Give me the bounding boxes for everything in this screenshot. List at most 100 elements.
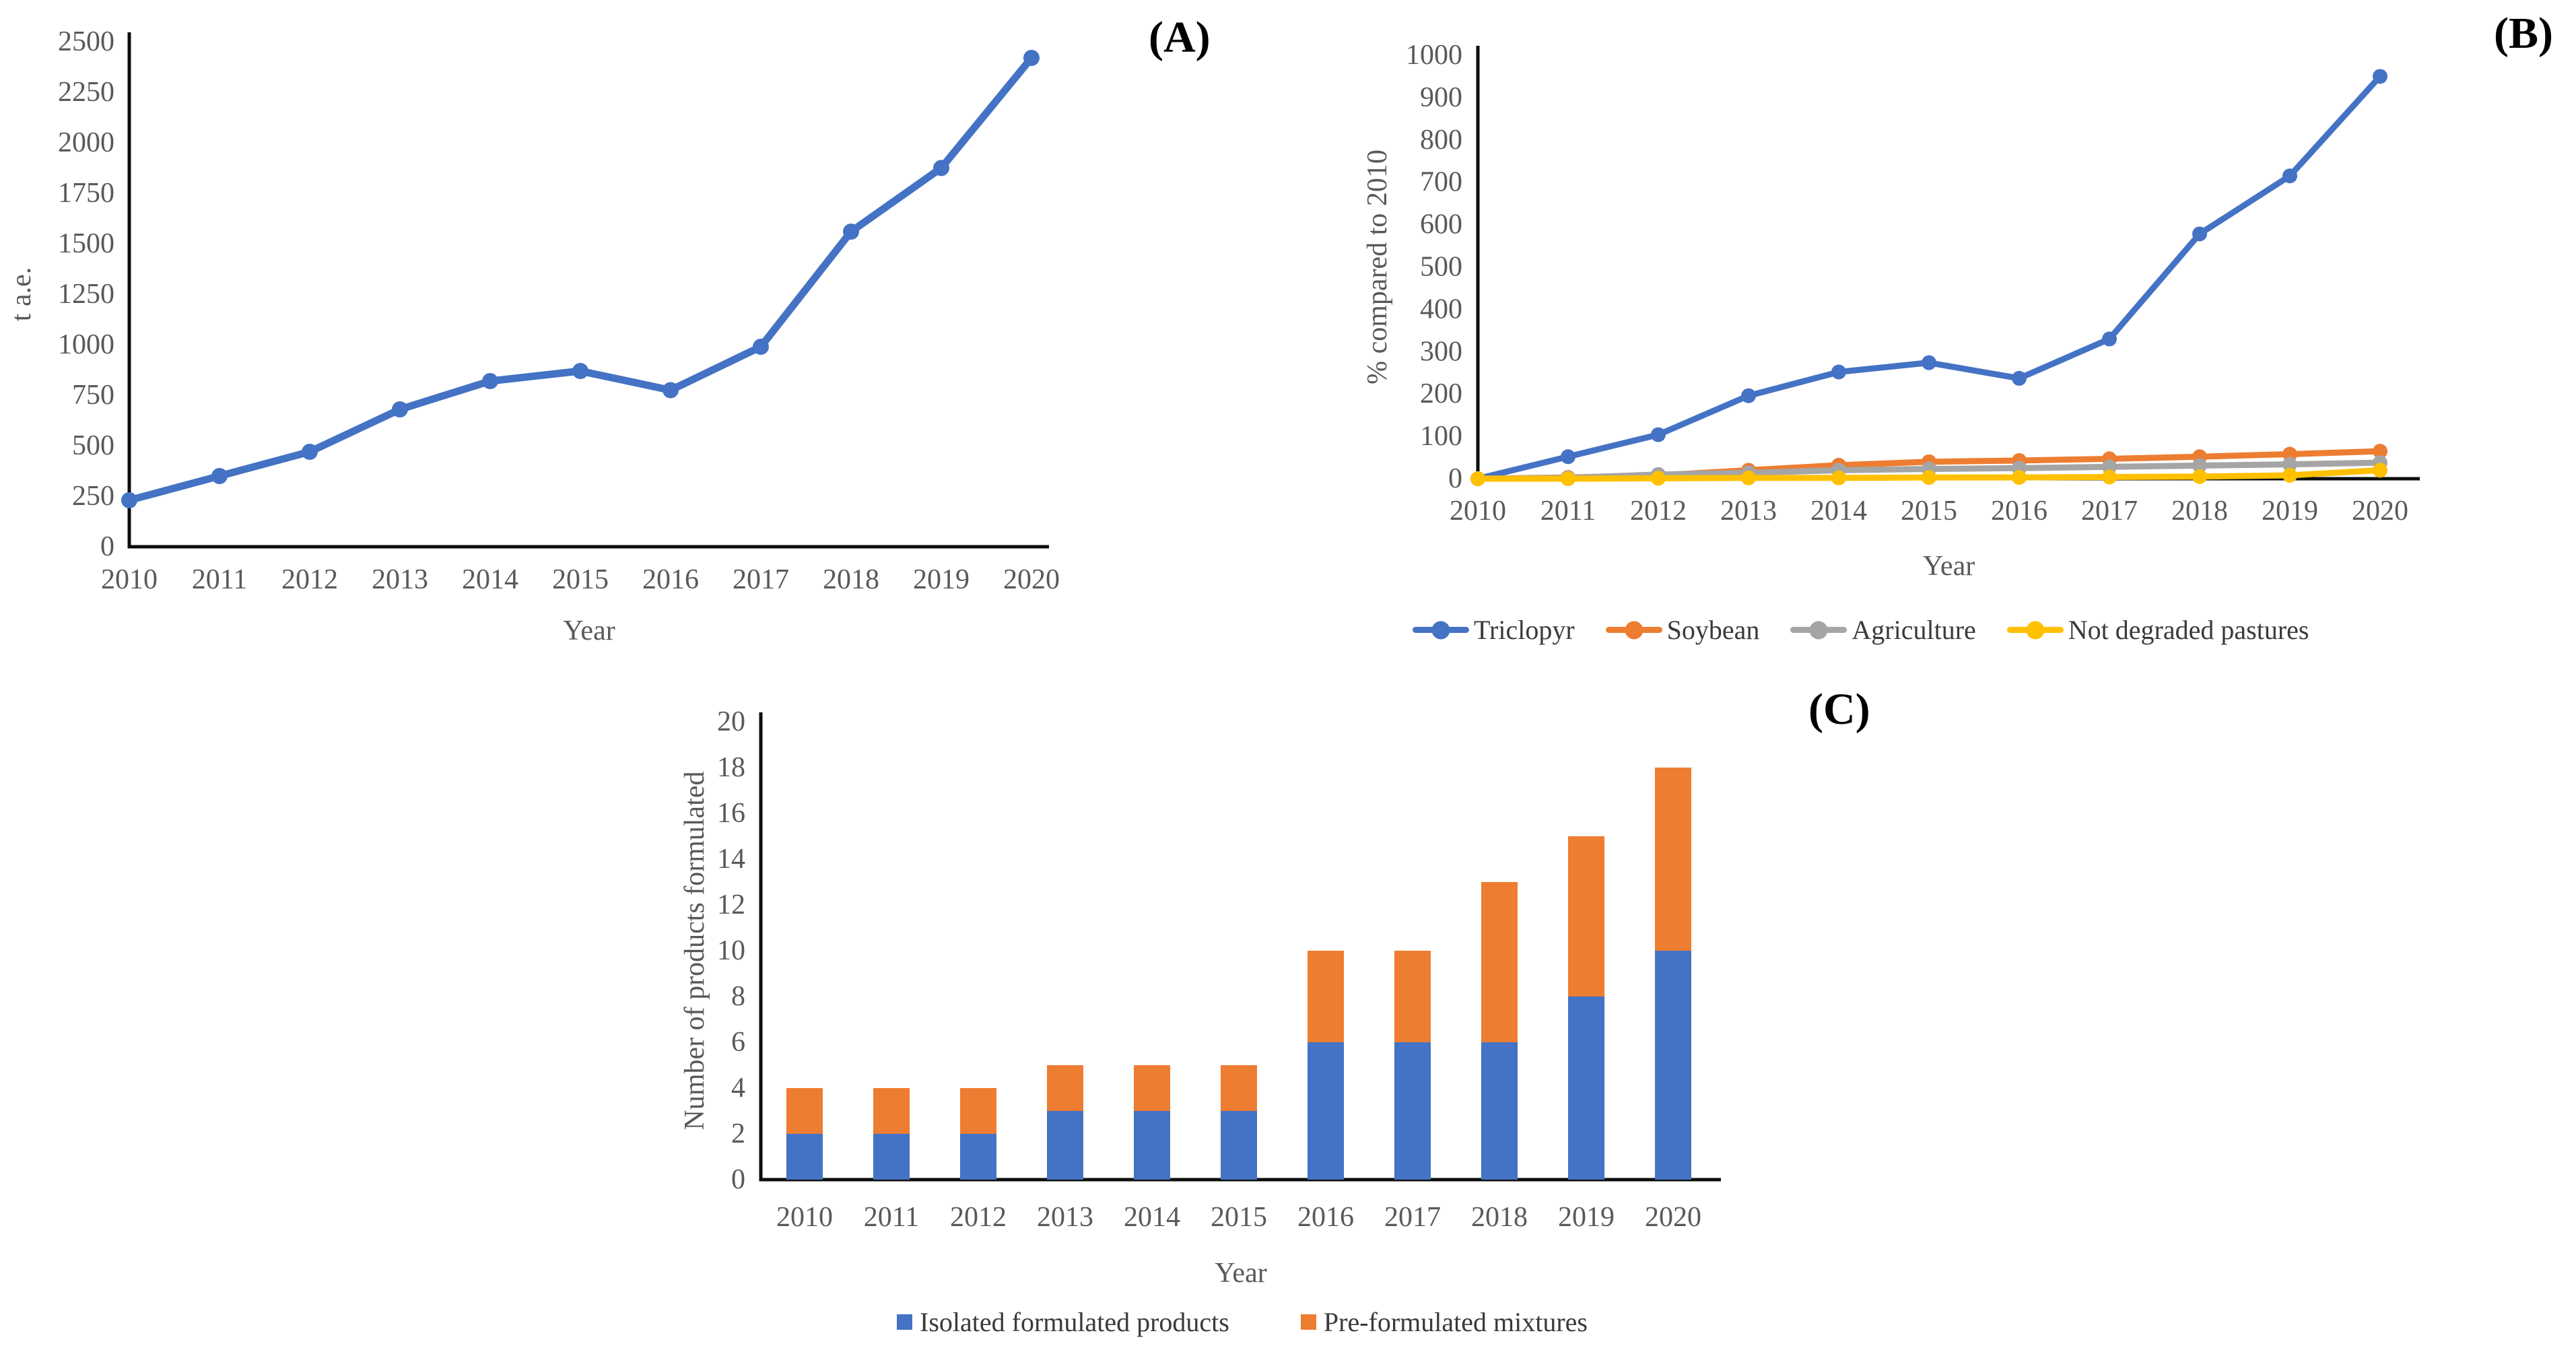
- x-tick-label: 2018: [823, 564, 879, 595]
- y-tick-label: 2250: [58, 77, 114, 108]
- legend-dot-icon: [1809, 621, 1828, 639]
- series-marker: [1561, 471, 1575, 486]
- panel-a: 0 250 500 750 1000 1250 1500 1750 2000 2250 2500 20…: [0, 0, 1212, 673]
- panel-b: 0 100 200 300 400 500 600 700 800 900 1000 2010 2011…: [1320, 0, 2479, 673]
- y-tick-label: 1250: [58, 279, 114, 310]
- y-tick-label: 500: [72, 430, 114, 461]
- series-marker: [2192, 469, 2207, 484]
- x-tick-label: 2016: [642, 564, 699, 595]
- y-tick-label: 18: [717, 752, 745, 783]
- legend-line-marker-icon: [1790, 621, 1848, 639]
- y-tick-label: 250: [72, 481, 114, 512]
- y-tick-label: 2500: [58, 26, 114, 57]
- legend-dot-icon: [1625, 621, 1643, 639]
- series-marker: [1922, 470, 1936, 485]
- x-tick-label: 2011: [1540, 496, 1596, 527]
- bar-segment-isolated-formulated-products: [786, 1134, 823, 1180]
- y-tick-label: 0: [1448, 463, 1462, 494]
- x-tick-label: 2020: [2352, 496, 2408, 527]
- x-tick-label: 2010: [1450, 496, 1506, 527]
- y-tick-label: 16: [717, 798, 745, 829]
- bar-segment-isolated-formulated-products: [1308, 1042, 1344, 1180]
- x-tick-label: 2012: [950, 1202, 1007, 1233]
- y-tick-label: 1500: [58, 228, 114, 259]
- bar-segment-isolated-formulated-products: [1047, 1111, 1083, 1180]
- series-marker: [1831, 364, 1846, 380]
- series-marker: [121, 492, 137, 508]
- legend-label: Isolated formulated products: [920, 1307, 1229, 1337]
- series-marker: [1741, 388, 1756, 403]
- series-marker: [2282, 168, 2297, 184]
- panel-c-label: (C): [1808, 685, 1870, 734]
- series-marker: [392, 401, 408, 417]
- panel-a-label: (A): [1149, 13, 1211, 62]
- legend-dot-icon: [2026, 621, 2045, 639]
- y-tick-label: 14: [717, 844, 745, 875]
- bar-segment-isolated-formulated-products: [1221, 1111, 1257, 1180]
- series-marker: [572, 363, 588, 379]
- x-tick-label: 2017: [1384, 1202, 1441, 1233]
- legend-square-marker-icon: [1300, 1314, 1316, 1330]
- x-tick-label: 2012: [281, 564, 338, 595]
- legend-line-marker-icon: [1605, 621, 1662, 639]
- series-marker: [1470, 471, 1485, 486]
- bar-segment-isolated-formulated-products: [873, 1134, 910, 1180]
- x-tick-label: 2013: [1037, 1202, 1093, 1233]
- legend-item-triclopyr: Triclopyr: [1413, 614, 1575, 646]
- series-marker: [1831, 470, 1846, 485]
- bar-segment-pre-formulated-mixtures: [786, 1088, 823, 1134]
- y-tick-label: 700: [1420, 167, 1462, 198]
- y-tick-label: 1000: [1406, 40, 1462, 71]
- legend-square-marker-icon: [897, 1314, 912, 1330]
- chart-b-legend: Triclopyr Soybean Agriculture Not degraded …: [1413, 614, 2309, 646]
- bar-segment-pre-formulated-mixtures: [873, 1088, 910, 1134]
- y-tick-label: 0: [731, 1164, 745, 1195]
- legend-label: Not degraded pastures: [2068, 615, 2309, 645]
- y-tick-label: 4: [731, 1073, 745, 1104]
- x-tick-label: 2015: [552, 564, 609, 595]
- x-tick-label: 2016: [1991, 496, 2047, 527]
- bar-segment-pre-formulated-mixtures: [1481, 882, 1518, 1042]
- y-tick-label: 1750: [58, 178, 114, 209]
- y-tick-label: 100: [1420, 421, 1462, 452]
- x-tick-label: 2013: [372, 564, 428, 595]
- series-marker: [1651, 471, 1666, 486]
- series-marker: [663, 382, 679, 399]
- y-tick-label: 200: [1420, 378, 1462, 409]
- bar-segment-isolated-formulated-products: [1394, 1042, 1431, 1180]
- bar-segment-pre-formulated-mixtures: [1568, 836, 1604, 996]
- series-marker: [2012, 470, 2027, 485]
- series-line-t-a-e-: [125, 54, 1036, 504]
- series-marker: [2373, 463, 2387, 478]
- x-tick-label: 2015: [1211, 1202, 1267, 1233]
- legend-item-soybean: Soybean: [1605, 614, 1760, 646]
- series-marker: [933, 160, 949, 176]
- series-marker: [2012, 370, 2027, 386]
- y-tick-label: 1000: [58, 329, 114, 360]
- x-tick-label: 2010: [776, 1202, 833, 1233]
- x-tick-label: 2020: [1645, 1202, 1701, 1233]
- y-tick-label: 8: [731, 981, 745, 1012]
- series-marker: [211, 468, 228, 484]
- x-tick-label: 2017: [733, 564, 789, 595]
- x-tick-label: 2019: [1558, 1202, 1615, 1233]
- series-marker: [753, 339, 769, 355]
- series-marker: [2282, 457, 2297, 472]
- bar-segment-isolated-formulated-products: [1568, 996, 1604, 1180]
- x-tick-label: 2015: [1901, 496, 1957, 527]
- legend-item-not-degraded-pastures: Not degraded pastures: [2006, 614, 2309, 646]
- series-marker: [2373, 444, 2387, 459]
- bar-segment-pre-formulated-mixtures: [1308, 951, 1344, 1042]
- y-tick-label: 2: [731, 1118, 745, 1149]
- legend-label: Soybean: [1666, 615, 1760, 645]
- series-marker: [2102, 469, 2117, 485]
- x-tick-label: 2013: [1720, 496, 1777, 527]
- series-marker: [302, 444, 318, 460]
- y-tick-label: 10: [717, 935, 745, 966]
- x-tick-label: 2016: [1297, 1202, 1354, 1233]
- y-tick-label: 6: [731, 1027, 745, 1058]
- x-tick-label: 2014: [462, 564, 518, 595]
- y-tick-label: 900: [1420, 82, 1462, 113]
- legend-line-marker-icon: [1413, 621, 1469, 639]
